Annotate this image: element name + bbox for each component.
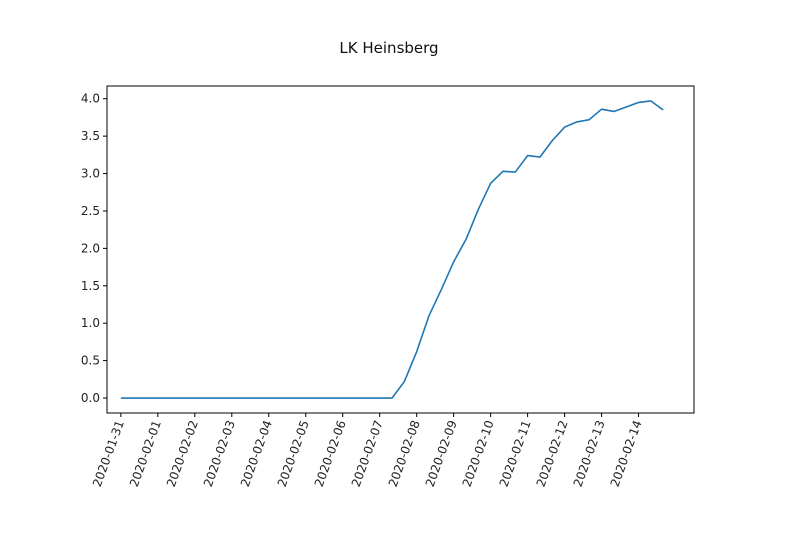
x-tick-label: 2020-02-08	[386, 418, 423, 488]
x-tick-label: 2020-02-10	[460, 418, 497, 488]
x-tick-label: 2020-02-07	[349, 418, 386, 488]
x-tick-label: 2020-02-02	[164, 418, 201, 488]
y-tick-label: 2.0	[81, 241, 100, 255]
x-tick-label: 2020-02-04	[238, 418, 275, 488]
y-tick-label: 4.0	[81, 92, 100, 106]
x-tick-label: 2020-02-09	[423, 418, 460, 488]
x-tick-label: 2020-02-06	[312, 418, 349, 488]
y-tick-label: 0.0	[81, 391, 100, 405]
x-tick-label: 2020-02-14	[608, 418, 645, 488]
series-line	[120, 100, 664, 399]
axes-frame	[106, 85, 695, 414]
y-tick-label: 1.5	[81, 279, 100, 293]
x-tick-label: 2020-02-01	[127, 418, 164, 488]
chart-title: LK Heinsberg	[339, 39, 438, 57]
x-tick-label: 2020-02-11	[497, 418, 534, 488]
x-tick-label: 2020-02-05	[275, 418, 312, 488]
y-tick-label: 3.5	[81, 129, 100, 143]
y-tick-label: 0.5	[81, 354, 100, 368]
y-tick-label: 2.5	[81, 204, 100, 218]
y-tick-label: 1.0	[81, 316, 100, 330]
x-tick-label: 2020-02-12	[534, 418, 571, 488]
x-tick-label: 2020-02-13	[571, 418, 608, 488]
x-tick-label: 2020-01-31	[90, 418, 127, 488]
x-tick-label: 2020-02-03	[201, 418, 238, 488]
y-tick-label: 3.0	[81, 167, 100, 181]
